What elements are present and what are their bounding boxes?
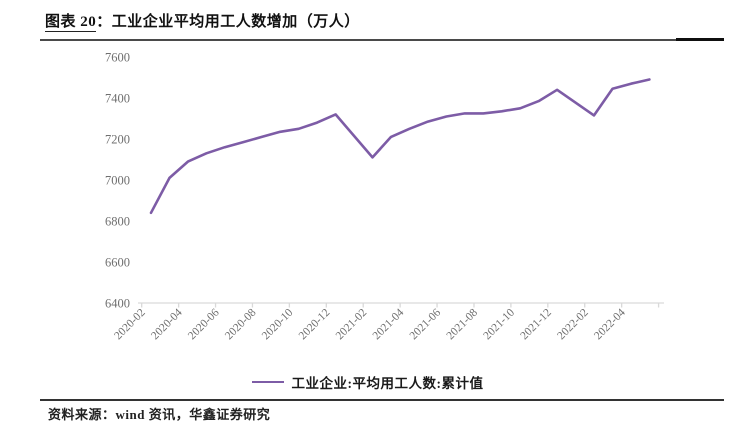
title-text: 工业企业平均用工人数增加（万人） (111, 14, 360, 30)
employment-series-line (149, 78, 651, 215)
x-axis-label: 2021-02 (334, 306, 370, 342)
x-axis-label: 2020-10 (260, 306, 296, 342)
x-axis-label: 2020-12 (297, 306, 333, 342)
x-axis-label: 2021-06 (408, 306, 444, 342)
legend-line-sample-icon (251, 381, 284, 383)
title-separator: ： (96, 14, 112, 30)
x-axis-label: 2020-06 (186, 306, 222, 342)
title-divider-line (40, 39, 676, 41)
source-note: 资料来源：wind 资讯，华鑫证券研究 (48, 407, 271, 422)
y-axis-label: 7600 (105, 51, 130, 65)
x-axis-label: 2022-02 (555, 306, 591, 342)
chart-title: 图表 20：工业企业平均用工人数增加（万人） (45, 10, 360, 32)
x-axis-label: 2021-08 (445, 306, 481, 342)
x-axis-label: 2021-04 (371, 306, 407, 342)
y-axis-label: 6400 (105, 297, 130, 311)
legend-label: 工业企业:平均用工人数:累计值 (291, 376, 484, 391)
x-axis-label: 2020-08 (223, 306, 259, 342)
y-axis-label: 6800 (105, 215, 130, 229)
x-axis-label: 2020-04 (149, 306, 185, 342)
y-axis-label: 6600 (105, 256, 130, 270)
footer-divider-line (40, 399, 724, 401)
x-axis-label: 2021-10 (481, 306, 517, 342)
y-axis-label: 7200 (105, 133, 130, 147)
x-axis-label: 2020-02 (112, 306, 148, 342)
y-axis-label: 7400 (105, 92, 130, 106)
chart-area: 7600 7400 7200 7000 6800 6600 6400 2020-02 2020-… (0, 45, 735, 367)
chart-legend: 工业企业:平均用工人数:累计值 (0, 372, 735, 392)
x-axis-label: 2021-12 (518, 306, 554, 342)
y-axis-label: 7000 (105, 174, 130, 188)
x-axis-label: 2022-04 (592, 306, 628, 342)
figure-number-label: 图表 20 (45, 14, 97, 32)
title-divider-line-end (676, 38, 724, 41)
